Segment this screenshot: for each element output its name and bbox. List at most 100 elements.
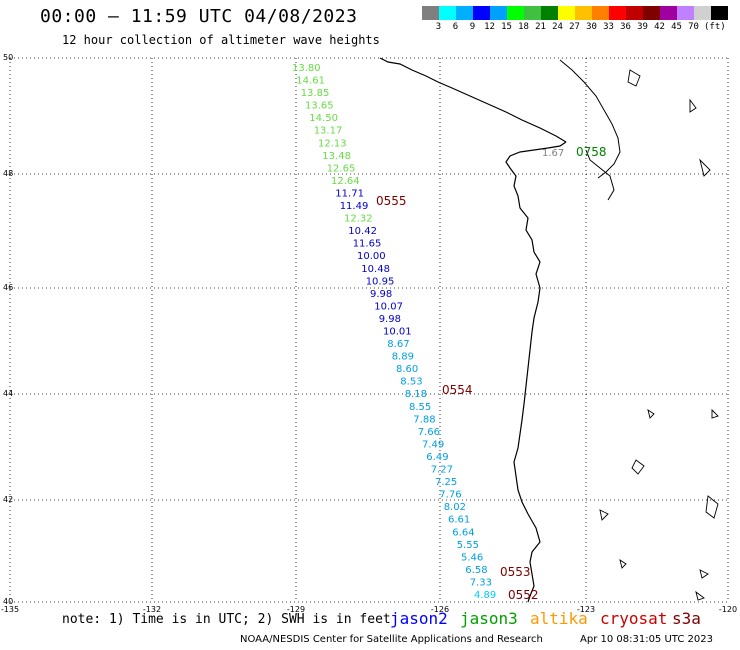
credit-text: NOAA/NESDIS Center for Satellite Applica… (240, 634, 543, 645)
wave-height-label: 8.55 (409, 402, 431, 413)
color-swatch (473, 6, 490, 20)
wave-height-label: 10.42 (348, 226, 377, 237)
wave-height-label: 13.85 (301, 88, 330, 99)
color-scale-label: 45 (671, 22, 682, 32)
wave-height-label: 6.58 (465, 565, 487, 576)
latitude-label: 50 (3, 53, 13, 62)
wave-height-label: 13.80 (292, 63, 321, 74)
wave-height-label: 12.32 (344, 214, 373, 225)
wave-height-label: 11.71 (335, 189, 364, 200)
coastline (379, 57, 567, 603)
longitude-label: -129 (287, 605, 305, 614)
time-tag: 0553 (500, 565, 531, 579)
color-swatch (456, 6, 473, 20)
wave-height-label: 7.76 (439, 490, 461, 501)
color-swatch (694, 6, 711, 20)
wave-height-label: 12.65 (327, 163, 356, 174)
color-scale-unit: (ft) (704, 22, 726, 32)
color-scale-label: 6 (452, 22, 459, 32)
color-scale-label: 9 (469, 22, 476, 32)
color-scale-label: 42 (654, 22, 665, 32)
wave-height-label: 8.60 (396, 364, 418, 375)
wave-height-label: 10.07 (374, 301, 403, 312)
wave-height-label: 4.89 (474, 590, 496, 601)
legend-altika: altika (530, 609, 588, 628)
color-swatch (575, 6, 592, 20)
wave-height-label: 14.50 (309, 113, 338, 124)
wave-height-label: 10.48 (361, 264, 390, 275)
color-swatch (422, 6, 439, 20)
color-scale-label: 24 (552, 22, 563, 32)
color-swatch (541, 6, 558, 20)
lat-lon-grid: 50 48 46 44 42 40-135 -132 -129 -126 -123 -120 (1, 53, 737, 614)
latitude-label: 44 (3, 389, 13, 398)
footnote: note: 1) Time is in UTC; 2) SWH is in fe… (62, 612, 391, 627)
inland-label: 1.67 (542, 148, 564, 159)
time-tag: 0554 (442, 383, 473, 397)
color-swatch (660, 6, 677, 20)
wave-height-label: 8.67 (387, 339, 409, 350)
wave-height-label: 8.53 (400, 377, 422, 388)
color-scale-label: 27 (569, 22, 580, 32)
wave-height-label: 13.65 (305, 101, 334, 112)
wave-height-label: 9.98 (379, 314, 401, 325)
wave-height-label: 8.89 (392, 352, 414, 363)
wave-height-label: 7.49 (422, 439, 444, 450)
wave-height-label: 10.95 (366, 276, 395, 287)
time-tag: 0555 (376, 194, 407, 208)
longitude-label: -120 (719, 605, 737, 614)
legend-s3a: s3a (672, 609, 701, 628)
island-outlines (599, 69, 719, 601)
wave-height-label: 6.61 (448, 515, 470, 526)
color-swatch (524, 6, 541, 20)
color-scale-label: 36 (620, 22, 631, 32)
wave-height-label: 5.46 (461, 552, 483, 563)
generation-timestamp: Apr 10 08:31:05 UTC 2023 (580, 634, 713, 645)
wave-height-label: 7.88 (413, 414, 435, 425)
color-scale-label: 70 (688, 22, 699, 32)
latitude-label: 46 (3, 283, 13, 292)
latitude-label: 40 (3, 597, 13, 606)
inland-label: 0758 (576, 145, 607, 159)
time-tag: 0552 (508, 588, 539, 602)
legend-jason3: jason3 (460, 609, 518, 628)
wave-height-label: 13.17 (314, 126, 343, 137)
color-scale-label: 18 (518, 22, 529, 32)
color-swatch (677, 6, 694, 20)
wave-height-label: 6.49 (426, 452, 448, 463)
color-scale-label: 21 (535, 22, 546, 32)
wave-height-label: 13.48 (322, 151, 351, 162)
color-scale-label: 39 (637, 22, 648, 32)
wave-height-label: 8.18 (405, 389, 427, 400)
color-swatch (592, 6, 609, 20)
color-swatch (439, 6, 456, 20)
color-swatch (609, 6, 626, 20)
color-swatch (558, 6, 575, 20)
wave-height-label: 11.65 (353, 239, 382, 250)
color-scale-bar (422, 6, 728, 20)
wave-height-label: 8.02 (444, 502, 466, 513)
wave-height-label: 10.00 (357, 251, 386, 262)
legend-jason2: jason2 (390, 609, 448, 628)
color-scale-label: 33 (603, 22, 614, 32)
wave-height-label: 9.98 (370, 289, 392, 300)
wave-height-label: 10.01 (383, 327, 412, 338)
color-scale-label: 30 (586, 22, 597, 32)
wave-height-label: 7.33 (470, 578, 492, 589)
wave-height-label: 11.49 (340, 201, 369, 212)
vancouver-island-coast (559, 59, 621, 201)
wave-height-label: 7.66 (418, 427, 440, 438)
color-swatch (507, 6, 524, 20)
wave-height-label: 7.25 (435, 477, 457, 488)
chart-subtitle: 12 hour collection of altimeter wave hei… (62, 33, 380, 47)
color-scale-label: 15 (501, 22, 512, 32)
wave-height-label: 7.27 (431, 465, 453, 476)
latitude-label: 42 (3, 495, 13, 504)
wave-height-label: 12.13 (318, 138, 347, 149)
legend-cryosat: cryosat (600, 609, 668, 628)
latitude-label: 48 (3, 169, 13, 178)
wave-height-label: 5.55 (457, 540, 479, 551)
wave-height-label: 14.61 (296, 76, 325, 87)
